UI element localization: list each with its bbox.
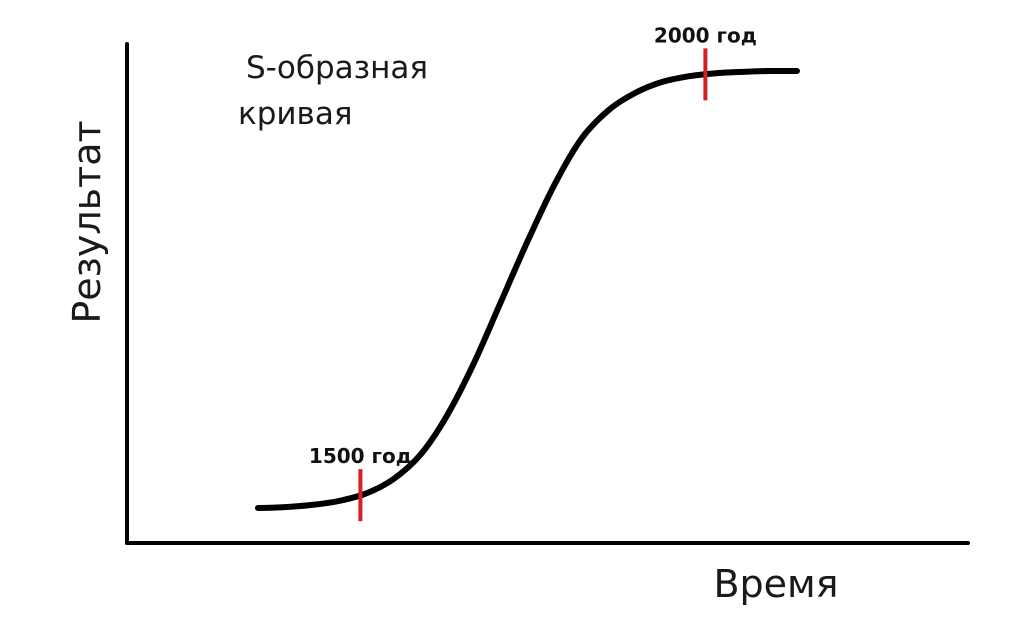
annotation-label-1: 1500 год (309, 444, 412, 468)
y-axis-label: Результат (65, 120, 109, 323)
chart-title-line-2: кривая (238, 96, 352, 132)
annotation-label-2: 2000 год (654, 23, 757, 47)
chart-title-line-1: S-образная (246, 50, 428, 86)
annotations: 1500 год 2000 год (309, 23, 757, 522)
x-axis-label: Время (713, 562, 838, 606)
s-curve-line (255, 67, 800, 511)
